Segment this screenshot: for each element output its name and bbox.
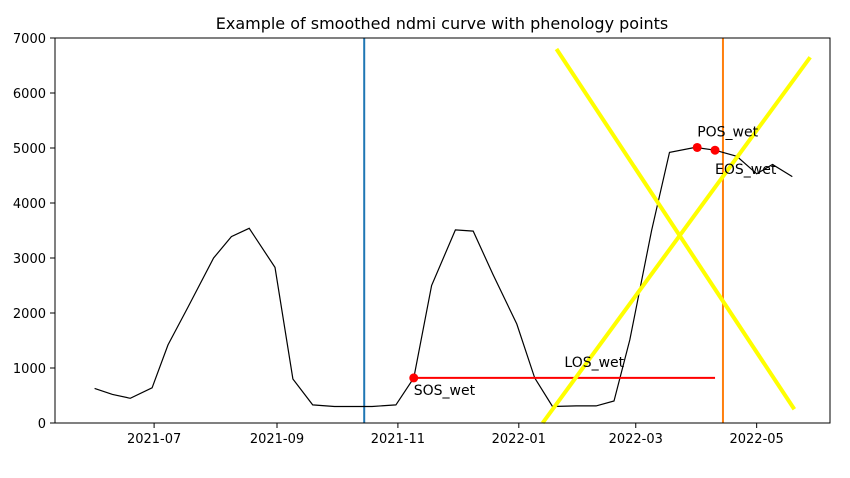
y-tick-label: 6000 (13, 87, 46, 102)
y-tick-label: 1000 (13, 362, 46, 377)
x-tick-label: 2022-01 (492, 432, 546, 447)
cross-line-2 (540, 56, 812, 425)
y-tick-label: 0 (38, 417, 46, 432)
label-pos-wet: POS_wet (697, 124, 758, 140)
y-tick-label: 3000 (13, 252, 46, 267)
point-pos-wet (692, 142, 702, 152)
point-eos-wet (710, 145, 720, 155)
point-sos-wet (409, 373, 419, 383)
y-tick-label: 5000 (13, 142, 46, 157)
x-tick-label: 2021-07 (127, 432, 181, 447)
label-sos-wet: SOS_wet (414, 383, 476, 399)
axes: 2021-07 2021-09 2021-11 2022-01 2022-03 2022-… (13, 32, 784, 447)
y-tick-label: 4000 (13, 197, 46, 212)
cross-line-1 (554, 47, 796, 411)
plot-area (94, 38, 812, 425)
axes-frame (54, 37, 831, 424)
x-tick-label: 2021-11 (371, 432, 425, 447)
y-tick-label: 2000 (13, 307, 46, 322)
x-tick-label: 2021-09 (250, 432, 304, 447)
ndmi-series-line (94, 146, 793, 408)
x-tick-label: 2022-05 (729, 432, 783, 447)
chart-title: Example of smoothed ndmi curve with phen… (216, 14, 669, 33)
annotations: SOS_wet POS_wet EOS_wet LOS_wet (414, 124, 777, 398)
y-tick-label: 7000 (13, 32, 46, 47)
label-los-wet: LOS_wet (564, 355, 624, 371)
label-eos-wet: EOS_wet (715, 162, 777, 178)
x-tick-label: 2022-03 (609, 432, 663, 447)
